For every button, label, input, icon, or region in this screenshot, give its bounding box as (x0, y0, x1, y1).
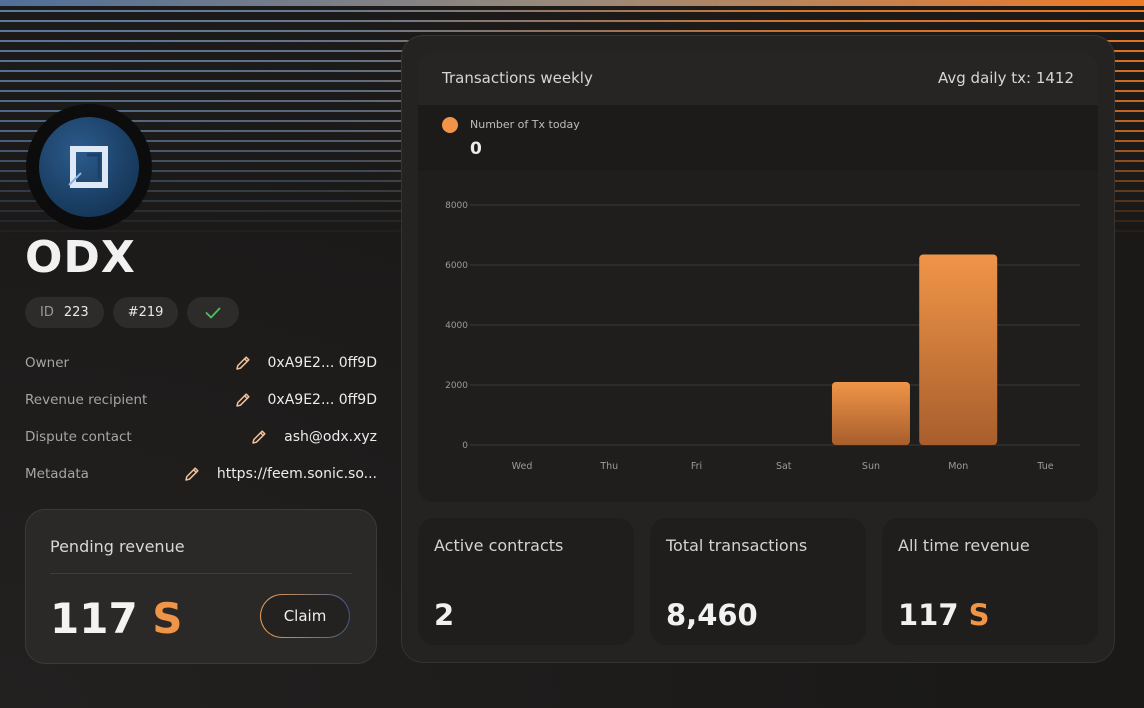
revenue-recipient-label: Revenue recipient (25, 392, 148, 408)
y-tick-label: 4000 (445, 321, 468, 331)
divider (50, 573, 352, 574)
chart-header: Transactions weekly Avg daily tx: 1412 (418, 52, 1098, 105)
check-icon (206, 307, 221, 318)
bar-mon (919, 254, 998, 445)
y-tick-label: 8000 (445, 201, 468, 211)
dispute-contact-label: Dispute contact (25, 429, 132, 445)
active-contracts-number: 2 (434, 598, 455, 632)
pending-revenue-title: Pending revenue (50, 537, 185, 556)
avatar (26, 104, 152, 230)
pending-revenue-card: Pending revenue 117 S Claim (25, 509, 377, 664)
id-badge: ID 223 (25, 297, 104, 328)
total-transactions-value: 8,460 (666, 598, 758, 632)
all-time-revenue-card: All time revenue 117 S (882, 518, 1098, 645)
header-banner-top (0, 0, 1144, 6)
rank-badge-value: #219 (127, 305, 164, 320)
all-time-revenue-value: 117 S (898, 598, 990, 632)
x-tick-label: Mon (948, 461, 968, 472)
active-contracts-title: Active contracts (434, 536, 564, 555)
owner-value: 0xA9E2... 0ff9D (267, 355, 377, 371)
active-contracts-card: Active contracts 2 (418, 518, 634, 645)
x-tick-label: Fri (691, 461, 702, 472)
pending-revenue-unit: S (152, 594, 183, 643)
transactions-bar-chart: 0 2000 4000 6000 8000 Wed Thu Fri Sat Sun Mon Tue (445, 201, 1080, 472)
all-time-revenue-title: All time revenue (898, 536, 1030, 555)
legend-label: Number of Tx today (470, 118, 580, 131)
revenue-recipient-value: 0xA9E2... 0ff9D (267, 392, 377, 408)
revenue-recipient-row: Revenue recipient 0xA9E2... 0ff9D (25, 389, 377, 411)
owner-row: Owner 0xA9E2... 0ff9D (25, 352, 377, 374)
all-time-revenue-unit: S (968, 598, 990, 632)
metadata-value[interactable]: https://feem.sonic.so... (216, 466, 377, 482)
edit-dispute-contact-icon[interactable] (250, 428, 268, 446)
owner-label: Owner (25, 355, 70, 371)
all-time-revenue-number: 117 (898, 598, 959, 632)
id-badge-label: ID (40, 305, 54, 320)
verified-badge (187, 297, 240, 328)
total-transactions-number: 8,460 (666, 598, 758, 632)
odx-logo-icon (39, 117, 139, 217)
bar-sun (831, 382, 910, 445)
avg-daily-tx: Avg daily tx: 1412 (938, 69, 1074, 87)
total-transactions-card: Total transactions 8,460 (650, 518, 866, 645)
dispute-contact-row: Dispute contact ash@odx.xyz (25, 426, 377, 448)
pending-revenue-value: 117 S (50, 594, 183, 643)
x-tick-label: Wed (512, 461, 533, 472)
y-tick-label: 2000 (445, 381, 468, 391)
x-tick-label: Tue (1036, 461, 1053, 472)
metadata-label: Metadata (25, 466, 89, 482)
transactions-chart-card: Transactions weekly Avg daily tx: 1412 N… (418, 52, 1098, 502)
x-tick-label: Thu (599, 461, 618, 472)
edit-metadata-icon[interactable] (183, 465, 201, 483)
chart-legend: Number of Tx today 0 (418, 105, 1098, 171)
y-tick-label: 0 (462, 441, 468, 451)
stats-panel: Transactions weekly Avg daily tx: 1412 N… (401, 35, 1115, 663)
y-tick-label: 6000 (445, 261, 468, 271)
x-tick-label: Sun (862, 461, 880, 472)
total-transactions-title: Total transactions (666, 536, 808, 555)
page-title: ODX (25, 232, 136, 283)
edit-owner-icon[interactable] (234, 354, 252, 372)
metadata-row: Metadata https://feem.sonic.so... (25, 463, 377, 485)
id-badge-value: 223 (63, 305, 89, 320)
active-contracts-value: 2 (434, 598, 454, 632)
claim-button[interactable]: Claim (260, 594, 350, 638)
badge-row: ID 223 #219 (25, 297, 240, 328)
chart-title: Transactions weekly (442, 69, 593, 87)
rank-badge: #219 (112, 297, 179, 328)
dispute-contact-value: ash@odx.xyz (284, 429, 377, 445)
pending-revenue-amount: 117 (50, 594, 138, 643)
legend-value: 0 (470, 139, 482, 159)
x-tick-label: Sat (776, 461, 792, 472)
edit-revenue-recipient-icon[interactable] (234, 391, 252, 409)
legend-dot-icon (442, 117, 458, 133)
